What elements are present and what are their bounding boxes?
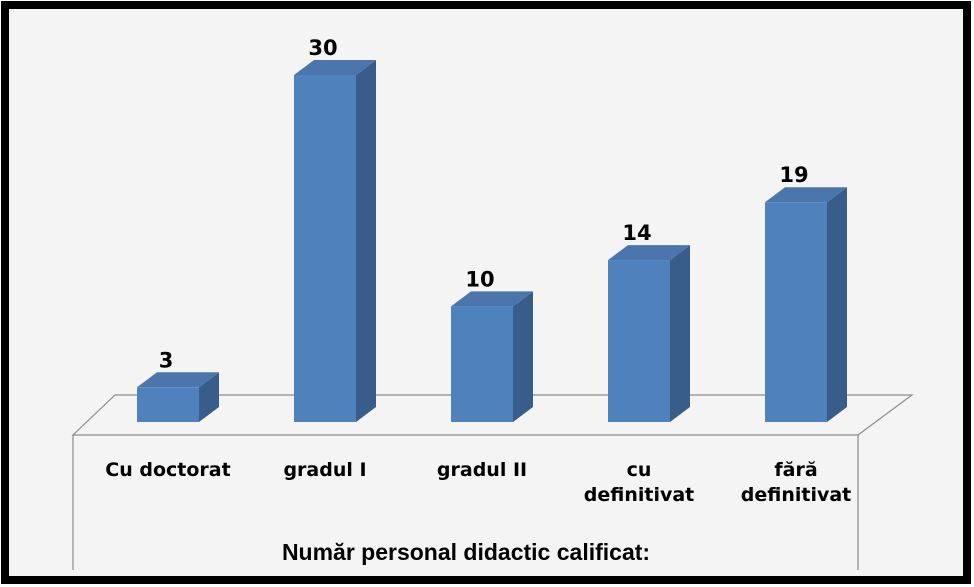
x-axis-title: Număr personal didactic calificat:	[282, 539, 650, 565]
bar	[608, 260, 670, 422]
bar-top	[137, 372, 219, 388]
bar-top	[608, 245, 690, 261]
value-label: 10	[465, 267, 494, 291]
bar	[451, 306, 513, 422]
bar-side	[199, 372, 219, 422]
value-label: 14	[622, 221, 651, 245]
bar	[294, 75, 356, 422]
x-tick-label: gradul II	[437, 459, 527, 481]
bar	[765, 202, 827, 422]
x-tick-label: fără definitivat	[741, 459, 852, 506]
bars	[137, 60, 847, 422]
x-tick-label: cu definitivat	[584, 459, 695, 506]
bar-side	[513, 291, 533, 422]
bar-side	[356, 60, 376, 422]
bar-side	[827, 187, 847, 422]
bar	[137, 387, 199, 422]
bar-top	[294, 60, 376, 75]
bar-side	[670, 245, 690, 422]
value-label: 30	[308, 36, 337, 60]
value-label: 3	[159, 348, 174, 372]
x-tick-label: Cu doctorat	[105, 459, 230, 481]
bar-top	[451, 291, 533, 307]
x-tick-label: gradul I	[283, 459, 366, 481]
bar-top	[765, 187, 847, 203]
value-label: 19	[779, 163, 808, 187]
